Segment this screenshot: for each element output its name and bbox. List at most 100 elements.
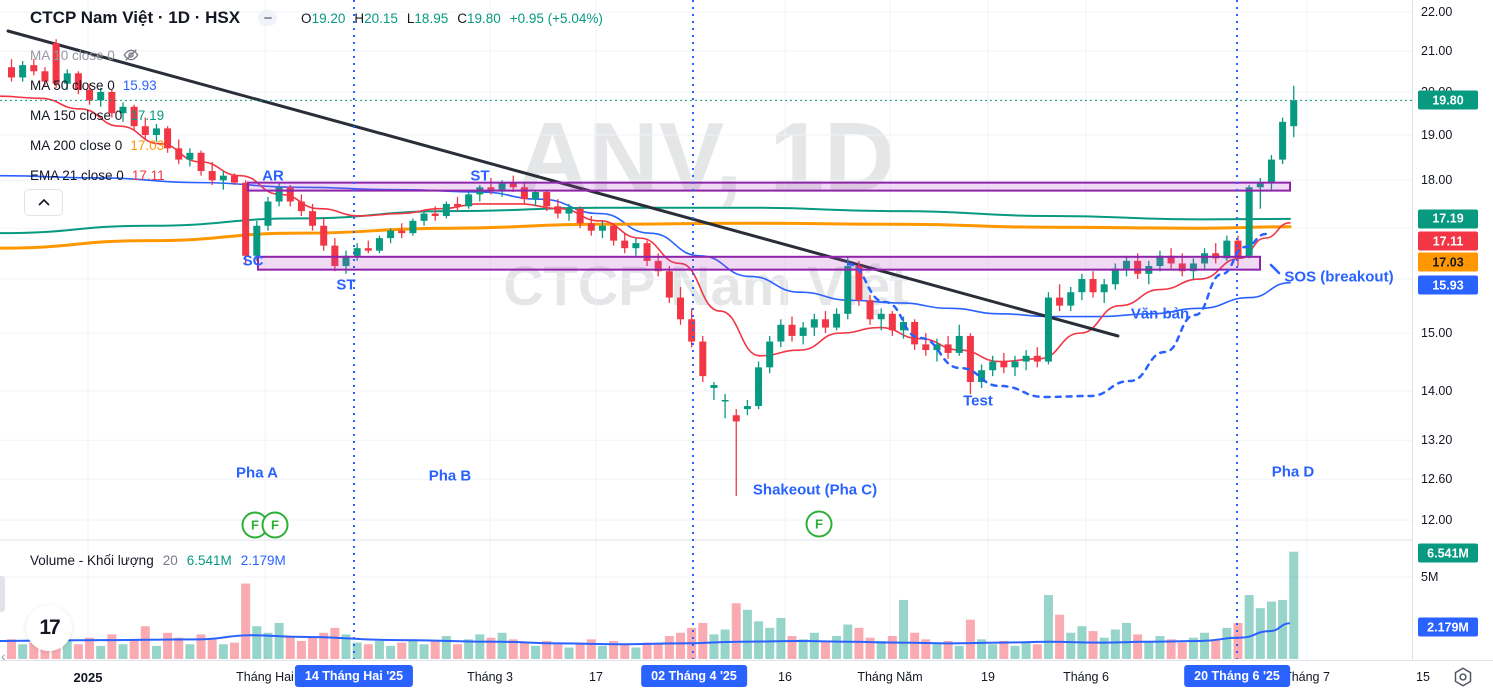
volume-ma-line <box>0 622 1291 646</box>
time-badge[interactable]: 02 Tháng 4 '25 <box>641 665 747 687</box>
candle-body <box>888 313 896 331</box>
price-badge-1719: 17.19 <box>1418 209 1478 229</box>
symbol-title[interactable]: CTCP Nam Việt · 1D · HSX <box>30 8 241 27</box>
flag-marker[interactable]: F <box>261 511 289 539</box>
volume-legend-title[interactable]: Volume - Khối lượng <box>30 553 154 568</box>
indicator-name: MA 10 close 0 <box>30 47 115 63</box>
volume-bar <box>1244 595 1254 659</box>
price-tick: 12.60 <box>1421 472 1453 487</box>
volume-bar <box>508 639 518 659</box>
indicator-legend: MA 10 close 0 MA 50 close 0 15.93 MA 150 cl… <box>30 40 165 190</box>
resistance-zone[interactable] <box>247 181 1291 192</box>
volume-bar <box>1278 599 1288 659</box>
volume-bar <box>631 647 641 659</box>
eye-off-icon[interactable] <box>123 47 139 63</box>
time-badge[interactable]: 14 Tháng Hai '25 <box>294 665 414 687</box>
candle-body <box>487 187 495 190</box>
volume-bar <box>809 632 819 659</box>
volume-bar <box>899 599 908 659</box>
candle-body <box>63 73 71 84</box>
candle-body <box>955 335 963 353</box>
candle-body <box>41 71 49 82</box>
legend-row-ma-50-close-0[interactable]: MA 50 close 0 15.93 <box>30 70 165 100</box>
candle-body <box>264 201 272 226</box>
volume-bar <box>1155 636 1165 659</box>
legend-row-ma-10-close-0[interactable]: MA 10 close 0 <box>30 40 165 70</box>
candle-body <box>643 243 651 261</box>
candle-body <box>621 240 629 249</box>
time-badge[interactable]: 20 Tháng 6 '25 <box>1184 665 1290 687</box>
candle-body <box>1011 361 1019 368</box>
candle-body <box>799 327 807 336</box>
volume-bar <box>285 636 295 659</box>
volume-bar <box>609 640 619 659</box>
candle-body <box>1089 279 1097 293</box>
support-zone[interactable] <box>257 255 1261 271</box>
volume-bar <box>441 636 451 659</box>
collapse-ohlc-icon[interactable] <box>258 10 278 26</box>
legend-row-ma-200-close-0[interactable]: MA 200 close 0 17.03 <box>30 130 165 160</box>
candle-body <box>1033 355 1041 362</box>
candle-body <box>1111 268 1119 285</box>
axis-settings-gear-icon[interactable] <box>1452 666 1474 693</box>
volume-bar <box>731 603 741 659</box>
accumulation-arc[interactable] <box>846 232 1268 399</box>
time-axis[interactable]: 2025 Tháng Hai 14 Tháng Hai '25 Tháng 3 17 02… <box>0 660 1493 693</box>
volume-bar <box>1122 622 1131 659</box>
legend-collapse-button[interactable] <box>24 189 63 216</box>
volume-bar <box>129 639 139 659</box>
volume-bar <box>363 644 373 659</box>
collapse-left-icon[interactable]: ‹ <box>1 648 6 664</box>
candle-body <box>1022 355 1030 362</box>
ma-200-line <box>0 221 1292 250</box>
volume-bar <box>1099 637 1109 659</box>
candle-body <box>532 192 540 200</box>
volume-bar <box>542 640 552 659</box>
volume-bar <box>207 639 217 659</box>
candle-body <box>933 344 941 351</box>
time-label: Tháng 3 <box>467 670 513 684</box>
volume-bar <box>954 645 964 659</box>
volume-bar <box>140 626 150 659</box>
candle-body <box>364 248 372 251</box>
volume-bar <box>419 644 429 659</box>
volume-bar <box>988 644 998 659</box>
candle-body <box>175 148 183 160</box>
indicator-value: 17.03 <box>130 137 165 153</box>
price-badge-1593: 15.93 <box>1418 275 1478 295</box>
volume-bar <box>943 640 953 659</box>
candle-body <box>833 313 841 328</box>
volume-bar <box>1110 629 1120 659</box>
candle-body <box>387 230 395 239</box>
legend-row-ema-21-close-0[interactable]: EMA 21 close 0 17.11 <box>30 160 165 190</box>
volume-ma-param: 20 <box>162 553 178 568</box>
volume-bar <box>1289 551 1299 659</box>
ma-50-line <box>0 174 1291 318</box>
volume-bar <box>754 621 764 659</box>
volume-bar <box>854 627 864 659</box>
ma-150-line <box>0 206 1291 235</box>
tradingview-logo[interactable]: 17 <box>26 605 72 651</box>
legend-row-ma-150-close-0[interactable]: MA 150 close 0 17.19 <box>30 100 165 130</box>
volume-bar <box>330 627 340 659</box>
candle-body <box>1100 284 1108 293</box>
volume-bar <box>519 642 529 659</box>
flag-marker[interactable]: F <box>805 510 833 538</box>
candle-body <box>543 192 551 207</box>
volume-bar <box>107 634 117 659</box>
candle-body <box>309 211 317 226</box>
volume-bar <box>274 622 284 659</box>
candle-body <box>208 171 216 181</box>
candle-body <box>1201 253 1209 264</box>
candle-body <box>19 65 27 78</box>
price-axis[interactable]: 22.0021.0020.0019.0018.0015.0014.0013.20… <box>1412 0 1493 660</box>
volume-bar <box>575 642 585 659</box>
volume-bar <box>18 644 28 659</box>
price-tick: 19.00 <box>1421 127 1453 142</box>
volume-bar <box>1144 640 1154 659</box>
candle-body <box>442 203 450 216</box>
side-panel-handle[interactable] <box>0 576 5 612</box>
volume-bar <box>62 640 72 659</box>
candle-body <box>755 367 763 407</box>
